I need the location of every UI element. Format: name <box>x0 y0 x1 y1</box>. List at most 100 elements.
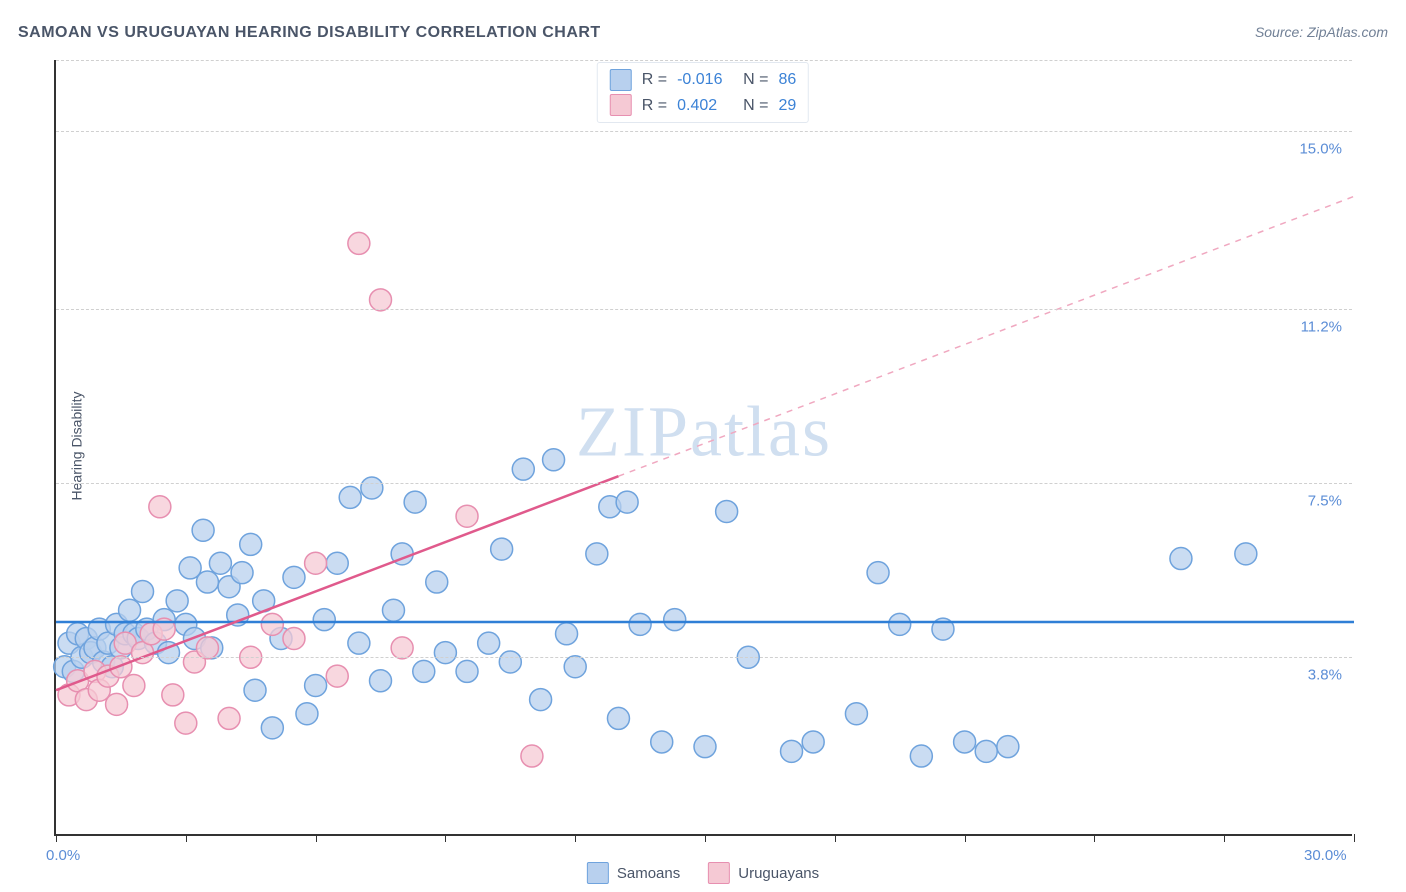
scatter-point <box>556 623 578 645</box>
scatter-point <box>391 637 413 659</box>
scatter-point <box>132 580 154 602</box>
scatter-point <box>361 477 383 499</box>
scatter-point <box>209 552 231 574</box>
scatter-point <box>106 693 128 715</box>
scatter-point <box>802 731 824 753</box>
series-legend-label: Uruguayans <box>738 865 819 882</box>
scatter-point <box>370 670 392 692</box>
legend-swatch <box>708 862 730 884</box>
scatter-point <box>283 627 305 649</box>
stat-r-label: R = <box>642 67 667 93</box>
stat-legend: R =-0.016N =86R =0.402N =29 <box>597 62 809 123</box>
gridline <box>56 657 1352 658</box>
scatter-point <box>149 496 171 518</box>
scatter-point <box>413 660 435 682</box>
scatter-point <box>1235 543 1257 565</box>
scatter-point <box>456 505 478 527</box>
y-tick-label: 11.2% <box>1301 319 1342 336</box>
stat-n-value: 86 <box>778 67 796 93</box>
stat-r-value: 0.402 <box>677 93 733 119</box>
stat-legend-row: R = -0.016 N = 86 <box>610 67 796 93</box>
legend-swatch <box>610 94 632 116</box>
series-legend-item: Samoans <box>587 862 680 884</box>
scatter-point <box>694 736 716 758</box>
plot-svg <box>56 60 1352 834</box>
scatter-point <box>348 632 370 654</box>
scatter-point <box>218 707 240 729</box>
x-tick <box>705 834 706 842</box>
scatter-point <box>564 656 586 678</box>
x-tick <box>186 834 187 842</box>
scatter-point <box>543 449 565 471</box>
scatter-point <box>521 745 543 767</box>
scatter-point <box>1170 548 1192 570</box>
x-tick <box>965 834 966 842</box>
y-tick-label: 7.5% <box>1308 493 1342 510</box>
x-tick <box>316 834 317 842</box>
scatter-point <box>954 731 976 753</box>
x-tick <box>835 834 836 842</box>
series-legend-item: Uruguayans <box>708 862 819 884</box>
chart-container: SAMOAN VS URUGUAYAN HEARING DISABILITY C… <box>0 0 1406 892</box>
scatter-point <box>313 609 335 631</box>
x-tick-label: 30.0% <box>1304 847 1347 864</box>
scatter-point <box>651 731 673 753</box>
stat-n-label: N = <box>743 93 768 119</box>
scatter-point <box>426 571 448 593</box>
scatter-point <box>910 745 932 767</box>
x-tick <box>1224 834 1225 842</box>
chart-title: SAMOAN VS URUGUAYAN HEARING DISABILITY C… <box>18 24 601 42</box>
scatter-point <box>845 703 867 725</box>
scatter-point <box>404 491 426 513</box>
stat-n-label: N = <box>743 67 768 93</box>
scatter-point <box>326 552 348 574</box>
stat-legend-row: R =0.402N =29 <box>610 93 796 119</box>
gridline <box>56 60 1352 61</box>
scatter-point <box>370 289 392 311</box>
legend-swatch <box>610 69 632 91</box>
scatter-point <box>196 571 218 593</box>
x-tick <box>1354 834 1355 842</box>
scatter-point <box>192 519 214 541</box>
scatter-point <box>382 599 404 621</box>
plot-area: ZIPatlas 3.8%7.5%11.2%15.0%0.0%30.0% <box>54 60 1352 836</box>
scatter-point <box>162 684 184 706</box>
gridline <box>56 483 1352 484</box>
scatter-point <box>244 679 266 701</box>
scatter-point <box>166 590 188 612</box>
scatter-point <box>434 642 456 664</box>
scatter-point <box>889 613 911 635</box>
gridline <box>56 131 1352 132</box>
scatter-point <box>975 740 997 762</box>
x-tick-label: 0.0% <box>46 847 80 864</box>
series-legend: Samoans Uruguayans <box>587 862 819 884</box>
x-tick <box>445 834 446 842</box>
stat-r-label: R = <box>642 93 667 119</box>
scatter-point <box>348 232 370 254</box>
source-label: Source: ZipAtlas.com <box>1255 24 1388 40</box>
scatter-point <box>607 707 629 729</box>
scatter-point <box>491 538 513 560</box>
scatter-point <box>296 703 318 725</box>
scatter-point <box>586 543 608 565</box>
scatter-point <box>175 712 197 734</box>
scatter-point <box>283 566 305 588</box>
scatter-point <box>997 736 1019 758</box>
x-tick <box>56 834 57 842</box>
scatter-point <box>867 562 889 584</box>
stat-r-value: -0.016 <box>677 67 733 93</box>
y-tick-label: 15.0% <box>1299 140 1342 157</box>
scatter-point <box>196 637 218 659</box>
scatter-point <box>456 660 478 682</box>
scatter-point <box>261 717 283 739</box>
y-tick-label: 3.8% <box>1308 667 1342 684</box>
trend-line-extrapolated <box>618 196 1354 476</box>
legend-swatch <box>587 862 609 884</box>
scatter-point <box>512 458 534 480</box>
scatter-point <box>305 675 327 697</box>
scatter-point <box>339 486 361 508</box>
scatter-point <box>781 740 803 762</box>
x-tick <box>575 834 576 842</box>
x-tick <box>1094 834 1095 842</box>
gridline <box>56 309 1352 310</box>
